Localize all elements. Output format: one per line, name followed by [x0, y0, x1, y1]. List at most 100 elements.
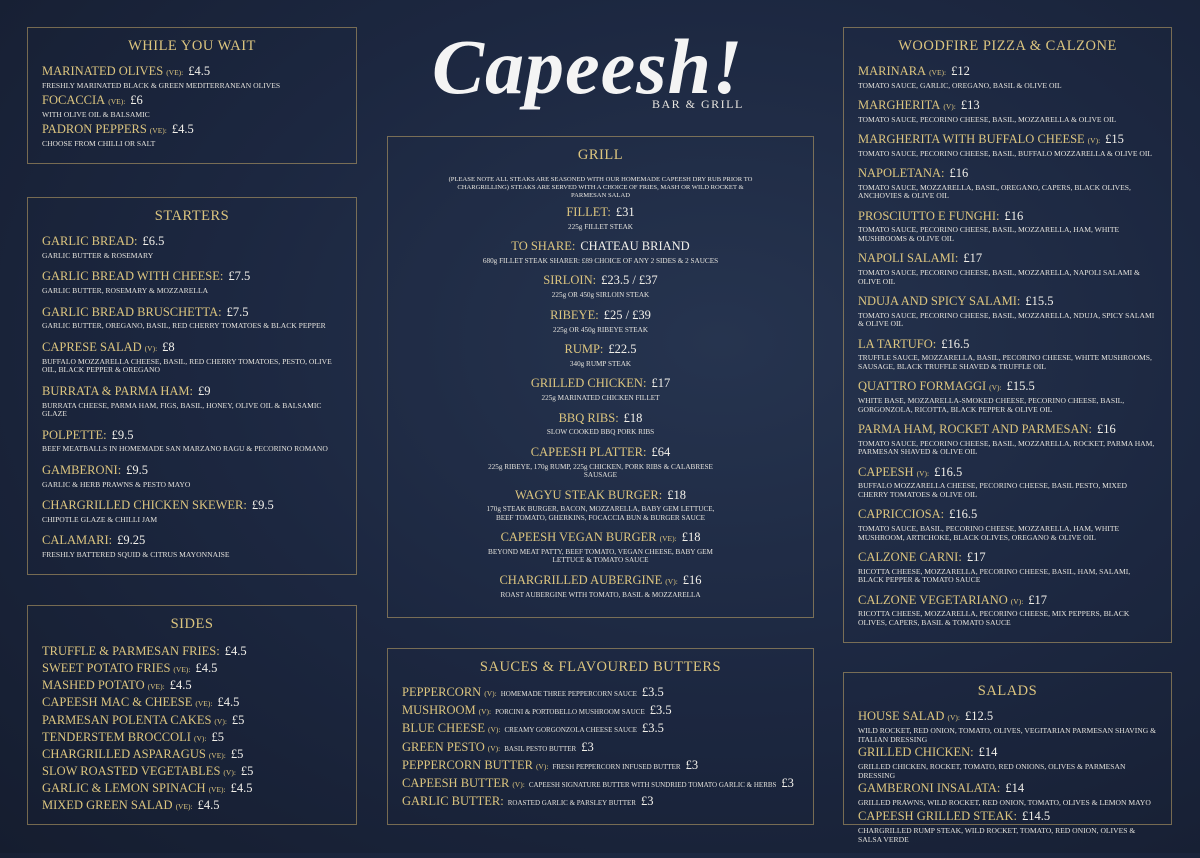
- item-name: NDUJA AND SPICY SALAMI:: [858, 293, 1021, 308]
- item-name: MASHED POTATO: [42, 678, 145, 693]
- item-tag: (V):: [214, 716, 227, 726]
- item-description: TOMATO SAUCE, PECORINO CHEESE, BASIL, MO…: [858, 268, 1140, 286]
- item-name: HOUSE SALAD: [858, 709, 945, 723]
- item-name: QUATTRO FORMAGGI: [858, 379, 987, 394]
- item-description: SLOW COOKED BBQ PORK RIBS: [546, 428, 655, 437]
- item-price: £7.5: [226, 304, 249, 319]
- item-name: GRILLED CHICKEN:: [530, 376, 647, 391]
- logo-tagline: BAR & GRILL: [652, 97, 744, 111]
- item-name: SLOW ROASTED VEGETABLES: [42, 763, 221, 778]
- item-tag: (VE):: [659, 534, 677, 544]
- item-name: CHARGRILLED AUBERGINE: [499, 572, 663, 587]
- item-description: TOMATO SAUCE, MOZZARELLA, BASIL, OREGANO…: [858, 182, 1131, 201]
- item-tag: (V):: [947, 713, 960, 722]
- section-title: WHILE YOU WAIT: [128, 38, 256, 54]
- item-name: GARLIC BREAD BRUSCHETTA:: [42, 304, 222, 319]
- item-tag: (VE):: [147, 682, 165, 692]
- item-name: CALZONE VEGETARIANO: [858, 592, 1008, 607]
- item-tag: (V):: [943, 101, 956, 111]
- item-description: FRESHLY BATTERED SQUID & CITRUS MAYONNAI…: [42, 550, 230, 560]
- item-price: £9: [198, 383, 211, 398]
- menu-item: FOCACCIA (VE): £6 WITH OLIVE OIL & BALSAMIC: [42, 92, 342, 120]
- item-name: GAMBERONI INSALATA:: [858, 781, 1001, 796]
- item-list: TRUFFLE & PARMESAN FRIES: £4.5 SWEET POTAT…: [28, 633, 356, 824]
- item-price: £4.5: [197, 798, 220, 813]
- menu-item: GAMBERONI INSALATA: £14 GRILLED PRAWNS, WI…: [858, 780, 1157, 808]
- item-price: £9.5: [251, 498, 274, 513]
- item-price: £31: [615, 204, 635, 219]
- item-price: £6.5: [142, 234, 165, 248]
- item-tag: (V):: [487, 743, 501, 753]
- item-name: MIXED GREEN SALAD: [42, 798, 173, 813]
- section-title: WOODFIRE PIZZA & CALZONE: [898, 38, 1117, 54]
- menu-item: BLUE CHEESE (V): CREAMY GORGONZOLA CHEESE …: [402, 720, 799, 737]
- item-description: TOMATO SAUCE, PECORINO CHEESE, BASIL, MO…: [858, 438, 1155, 457]
- item-description: FRESHLY MARINATED BLACK & GREEN MEDITERR…: [42, 80, 281, 90]
- menu-item: PEPPERCORN (V): HOMEMADE THREE PEPPERCORN …: [402, 684, 799, 701]
- menu-item: CAPEESH GRILLED STEAK: £14.5 CHARGRILLED R…: [858, 808, 1157, 844]
- item-description: GRILLED CHICKEN, ROCKET, TOMATO, RED ONI…: [858, 762, 1126, 780]
- item-price: £9.5: [111, 427, 134, 442]
- menu-item: MARGHERITA WITH BUFFALO CHEESE (V): £15 TOM…: [858, 131, 1157, 159]
- menu-item: GARLIC BREAD: £6.5 GARLIC BUTTER & ROSEMAR…: [42, 233, 342, 261]
- menu-item: CALZONE VEGETARIANO (V): £17 RICOTTA CHEESE…: [858, 592, 1157, 628]
- item-price: £16: [682, 572, 702, 587]
- item-name: FOCACCIA: [42, 93, 106, 108]
- menu-item: CAPEESH (V): £16.5 BUFFALO MOZZARELLA CHEES…: [858, 464, 1157, 500]
- section: GRILL (PLEASE NOTE ALL STEAKS ARE SEASONE…: [387, 136, 814, 618]
- section-title: SIDES: [170, 616, 214, 632]
- item-tag: (V):: [478, 707, 492, 717]
- item-tag: (V):: [512, 779, 525, 789]
- item-price: £17: [651, 376, 671, 391]
- menu-item: HOUSE SALAD (V): £12.5 WILD ROCKET, RED ONI…: [858, 708, 1157, 744]
- menu-item: GREEN PESTO (V): BASIL PESTO BUTTER £3: [402, 739, 799, 756]
- item-tag: (V):: [916, 468, 930, 478]
- menu-item: GARLIC BUTTER: ROASTED GARLIC & PARSLEY B…: [402, 793, 799, 810]
- menu-item: TENDERSTEM BROCCOLI (V): £5: [42, 729, 342, 746]
- item-name: CHARGRILLED ASPARAGUS: [42, 746, 206, 761]
- item-price: £4.5: [195, 661, 218, 676]
- item-name: RUMP:: [564, 342, 604, 357]
- menu-item: MARINARA (VE): £12 TOMATO SAUCE, GARLIC, OR…: [858, 63, 1157, 91]
- item-tag: (V):: [193, 733, 207, 743]
- menu-item: PEPPERCORN BUTTER (V): FRESH PEPPERCORN IN…: [402, 757, 799, 774]
- item-name: BBQ RIBS:: [558, 410, 619, 425]
- item-name: PARMA HAM, ROCKET AND PARMESAN:: [858, 421, 1092, 436]
- menu-item: SIRLOIN: £23.5 / £37 225g OR 450g SIRLOIN …: [448, 272, 753, 299]
- item-description: TOMATO SAUCE, GARLIC, OREGANO, BASIL & O…: [858, 80, 1062, 90]
- item-price: £18: [681, 530, 701, 545]
- logo: Capeesh! BAR & GRILL: [432, 22, 772, 122]
- item-description: BEYOND MEAT PATTY, BEEF TOMATO, VEGAN CH…: [488, 548, 713, 565]
- item-price: £8: [162, 339, 175, 354]
- menu-item: NDUJA AND SPICY SALAMI: £15.5 TOMATO SAUCE…: [858, 293, 1157, 329]
- menu-item: RUMP: £22.5 340g RUMP STEAK: [448, 341, 753, 368]
- menu-item: CALZONE CARNI: £17 RICOTTA CHEESE, MOZZARE…: [858, 549, 1157, 585]
- item-name: PEPPERCORN: [402, 685, 482, 699]
- item-description: TRUFFLE SAUCE, MOZZARELLA, BASIL, PECORI…: [858, 353, 1152, 372]
- item-name: TENDERSTEM BROCCOLI: [42, 729, 191, 744]
- menu-item: FILLET: £31 225g FILLET STEAK: [448, 204, 753, 231]
- item-price: £16: [1096, 421, 1116, 436]
- item-price: £5: [240, 763, 254, 778]
- item-name: NAPOLI SALAMI:: [858, 251, 959, 266]
- item-description: WILD ROCKET, RED ONION, TOMATO, OLIVES, …: [858, 725, 1157, 744]
- item-description: 680g FILLET STEAK SHARER: £89 CHOICE OF …: [482, 256, 719, 265]
- item-price: £15.5: [1025, 293, 1054, 308]
- menu-item: CHARGRILLED CHICKEN SKEWER: £9.5 CHIPOTLE …: [42, 497, 342, 525]
- item-description: FRESH PEPPERCORN INFUSED BUTTER: [552, 762, 681, 771]
- item-description: 340g RUMP STEAK: [569, 359, 632, 368]
- item-description: BUFFALO MOZZARELLA CHEESE, PECORINO CHEE…: [858, 481, 1128, 500]
- item-tag: (V):: [144, 343, 158, 353]
- menu-item: CALAMARI: £9.25 FRESHLY BATTERED SQUID & C…: [42, 532, 342, 560]
- item-name: GAMBERONI:: [42, 462, 122, 477]
- item-price: £14.5: [1022, 808, 1051, 823]
- item-description: WHITE BASE, MOZZARELLA-SMOKED CHEESE, PE…: [858, 396, 1125, 414]
- item-price: £16.5: [949, 507, 978, 522]
- menu-item: PARMESAN POLENTA CAKES (V): £5: [42, 712, 342, 729]
- section: STARTERS GARLIC BREAD: £6.5 GARLIC BUTTER &…: [27, 197, 357, 575]
- item-name: SIRLOIN:: [543, 273, 597, 288]
- menu-item: TRUFFLE & PARMESAN FRIES: £4.5: [42, 643, 342, 660]
- item-price: £3: [581, 739, 594, 754]
- item-price: £12: [951, 64, 970, 78]
